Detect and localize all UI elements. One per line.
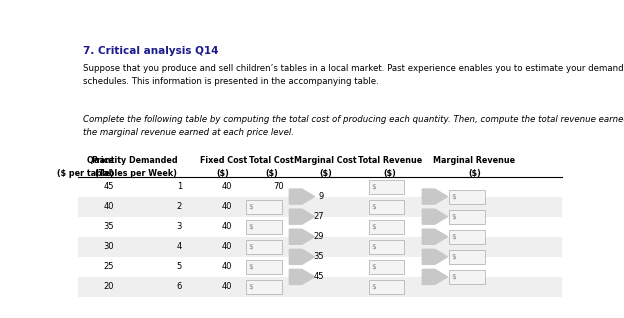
- Text: 40: 40: [222, 262, 232, 271]
- Bar: [449, 250, 485, 264]
- Text: ($): ($): [265, 169, 278, 178]
- Text: 7. Critical analysis Q14: 7. Critical analysis Q14: [83, 45, 218, 56]
- Text: Fixed Cost: Fixed Cost: [200, 156, 246, 165]
- Bar: [449, 210, 485, 224]
- Text: 25: 25: [104, 262, 114, 271]
- Text: $: $: [371, 204, 376, 210]
- Text: $: $: [371, 244, 376, 250]
- Bar: [449, 190, 485, 204]
- Polygon shape: [422, 269, 447, 284]
- Bar: [246, 280, 281, 294]
- Text: 45: 45: [313, 273, 324, 281]
- Text: ($ per table): ($ per table): [57, 169, 114, 178]
- Bar: [369, 260, 404, 274]
- Polygon shape: [290, 189, 314, 204]
- Text: 2: 2: [177, 202, 182, 211]
- Text: Marginal Revenue: Marginal Revenue: [434, 156, 515, 165]
- Bar: [78, 277, 562, 297]
- Polygon shape: [422, 209, 447, 224]
- Text: 4: 4: [177, 242, 182, 251]
- Bar: [369, 240, 404, 254]
- Text: Total Cost: Total Cost: [249, 156, 294, 165]
- Text: 9: 9: [318, 192, 324, 201]
- Bar: [246, 200, 281, 214]
- Polygon shape: [422, 229, 447, 244]
- Bar: [449, 230, 485, 244]
- Text: 29: 29: [313, 232, 324, 241]
- Text: ($): ($): [384, 169, 396, 178]
- Text: $: $: [371, 264, 376, 270]
- Text: Price: Price: [91, 156, 114, 165]
- Text: Quantity Demanded: Quantity Demanded: [87, 156, 177, 165]
- Bar: [369, 220, 404, 234]
- Text: 30: 30: [104, 242, 114, 251]
- Bar: [78, 197, 562, 217]
- Text: 40: 40: [222, 242, 232, 251]
- Polygon shape: [290, 249, 314, 264]
- Text: $: $: [248, 244, 253, 250]
- Text: 40: 40: [104, 202, 114, 211]
- Bar: [246, 260, 281, 274]
- Polygon shape: [422, 249, 447, 264]
- Text: ($): ($): [468, 169, 481, 178]
- Text: 27: 27: [313, 212, 324, 221]
- Polygon shape: [290, 229, 314, 244]
- Bar: [369, 200, 404, 214]
- Text: $: $: [371, 224, 376, 230]
- Text: $: $: [371, 183, 376, 190]
- Text: 40: 40: [222, 182, 232, 191]
- Text: 40: 40: [222, 222, 232, 231]
- Bar: [246, 220, 281, 234]
- Text: $: $: [248, 284, 253, 290]
- Text: 3: 3: [177, 222, 182, 231]
- Text: ($): ($): [217, 169, 230, 178]
- Text: 20: 20: [104, 282, 114, 291]
- Bar: [369, 280, 404, 294]
- Text: ($): ($): [319, 169, 332, 178]
- Text: $: $: [451, 234, 456, 240]
- Text: 5: 5: [177, 262, 182, 271]
- Text: 35: 35: [313, 252, 324, 261]
- Bar: [449, 270, 485, 284]
- Text: $: $: [248, 204, 253, 210]
- Bar: [369, 180, 404, 194]
- Bar: [78, 237, 562, 257]
- Bar: [78, 217, 562, 237]
- Bar: [78, 176, 562, 197]
- Text: 70: 70: [273, 182, 283, 191]
- Text: Total Revenue: Total Revenue: [358, 156, 422, 165]
- Text: $: $: [451, 214, 456, 220]
- Text: 35: 35: [104, 222, 114, 231]
- Text: $: $: [451, 194, 456, 200]
- Text: $: $: [451, 254, 456, 260]
- Text: 40: 40: [222, 282, 232, 291]
- Text: 40: 40: [222, 202, 232, 211]
- Polygon shape: [290, 269, 314, 284]
- Text: (Tables per Week): (Tables per Week): [95, 169, 177, 178]
- Text: 1: 1: [177, 182, 182, 191]
- Text: 45: 45: [104, 182, 114, 191]
- Text: $: $: [248, 264, 253, 270]
- Bar: [246, 240, 281, 254]
- Text: Complete the following table by computing the total cost of producing each quant: Complete the following table by computin…: [83, 115, 624, 137]
- Text: $: $: [451, 274, 456, 280]
- Text: Marginal Cost: Marginal Cost: [295, 156, 357, 165]
- Bar: [78, 257, 562, 277]
- Text: 6: 6: [177, 282, 182, 291]
- Text: Suppose that you produce and sell children’s tables in a local market. Past expe: Suppose that you produce and sell childr…: [83, 64, 624, 86]
- Polygon shape: [422, 189, 447, 204]
- Polygon shape: [290, 209, 314, 224]
- Text: $: $: [248, 224, 253, 230]
- Text: $: $: [371, 284, 376, 290]
